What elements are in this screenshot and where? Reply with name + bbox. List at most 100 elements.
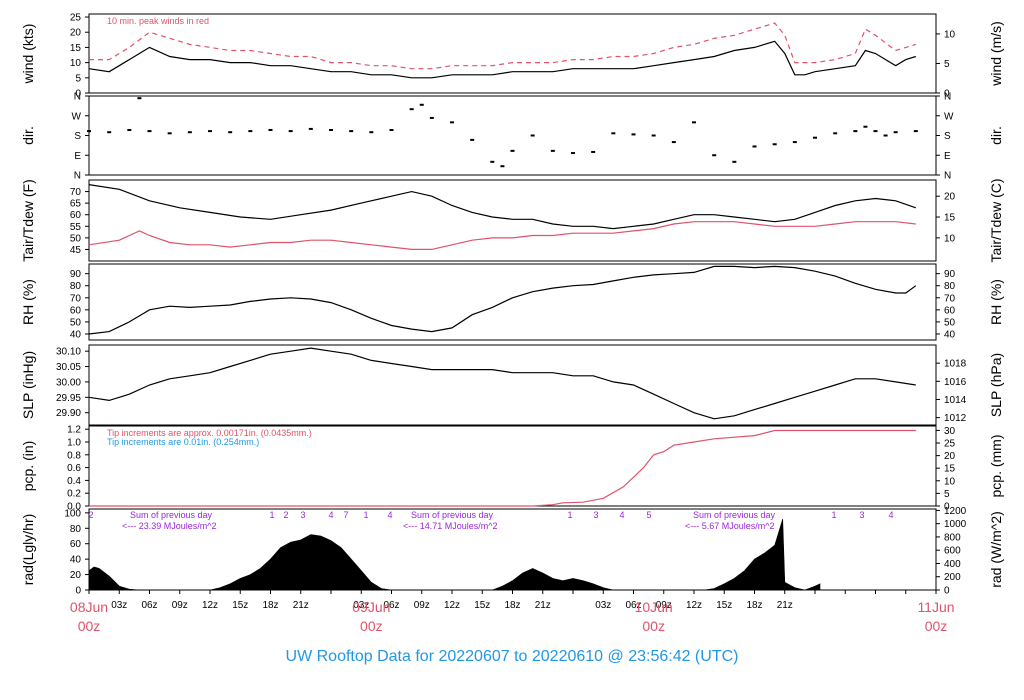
- x-tick-label: 12z: [202, 600, 218, 611]
- panel-frame: [88, 263, 937, 341]
- tick-label-left: 70: [70, 293, 82, 304]
- tip-hour-mark: 3: [300, 510, 305, 520]
- dir-point: [268, 129, 273, 132]
- tick-label-right: 10: [944, 29, 956, 40]
- tick-label-left: 50: [70, 317, 82, 328]
- tip-hour-mark: 1: [567, 510, 572, 520]
- dir-point: [349, 130, 354, 133]
- tick-label-right: 0: [944, 89, 950, 100]
- tick-label-left: 70: [70, 187, 82, 198]
- tip-hour-mark: 4: [888, 510, 893, 520]
- tick-label-right: 60: [944, 305, 956, 316]
- dir-point: [611, 132, 616, 135]
- day-label-time: 00z: [642, 618, 665, 634]
- tick-label-left: 30.00: [56, 377, 81, 388]
- series-rh: [88, 265, 917, 335]
- dir-point: [550, 149, 555, 152]
- tick-label-right: 5: [944, 59, 950, 70]
- dir-point: [409, 108, 414, 111]
- y-axis-label-right: dir.: [988, 126, 1004, 145]
- dir-point: [792, 141, 797, 144]
- tip-hour-mark: 1: [269, 510, 274, 520]
- x-tick-label: 21z: [777, 600, 793, 611]
- tick-label-left: 0.8: [67, 450, 81, 461]
- dir-point: [450, 121, 454, 124]
- dir-point: [429, 116, 434, 119]
- series-peak: [89, 22, 916, 70]
- tick-label-right: 5: [944, 489, 950, 500]
- tick-label-right: 20: [944, 451, 956, 462]
- tip-hour-mark: 4: [619, 510, 624, 520]
- tick-label-right: W: [944, 111, 954, 122]
- tick-label-right: 1014: [944, 395, 967, 406]
- dir-point: [187, 131, 192, 134]
- tip-hour-mark: 1: [363, 510, 368, 520]
- panel-frame: [88, 344, 937, 426]
- tick-label-right: 80: [944, 281, 956, 292]
- dir-point: [137, 97, 142, 100]
- x-axis: 03z 06z 09z 12z 15z 18z 21z 03z 06z 09z 12z 15z 18z 2…: [70, 590, 955, 634]
- x-tick-label: 06z: [625, 600, 641, 611]
- tick-label-left: 0.2: [67, 489, 81, 500]
- x-tick-label: 03z: [353, 600, 369, 611]
- tick-label-left: N: [74, 171, 81, 182]
- tip-hour-mark: 1: [831, 510, 836, 520]
- tick-label-right: 800: [944, 532, 961, 543]
- day-label-time: 00z: [925, 618, 948, 634]
- x-tick-label: 03z: [111, 600, 127, 611]
- dir-point: [752, 145, 757, 148]
- dir-point: [873, 130, 878, 133]
- dir-point: [127, 129, 132, 132]
- series-slp: [88, 347, 916, 420]
- x-tick-label: 09z: [656, 600, 672, 611]
- panel-frame: [88, 95, 937, 176]
- tick-label-right: 25: [944, 439, 956, 450]
- series-wind: [88, 40, 916, 79]
- dir-point: [651, 134, 656, 137]
- dir-point: [228, 131, 233, 134]
- y-axis-label-right: rad (W/m^2): [988, 511, 1004, 588]
- y-axis-label-right: wind (m/s): [988, 21, 1004, 87]
- dir-point: [208, 130, 212, 133]
- dir-point: [147, 130, 152, 133]
- series-tair: [88, 184, 916, 230]
- tick-label-right: 1016: [944, 377, 967, 388]
- tip-hour-mark: 3: [859, 510, 864, 520]
- panel-frame: [88, 179, 937, 262]
- tick-label-right: 0: [944, 502, 950, 513]
- tick-label-right: 0: [944, 586, 950, 597]
- tick-label-left: 0.6: [67, 463, 81, 474]
- day-sum-value: <--- 5.67 MJoules/m^2: [685, 521, 775, 531]
- tip-hour-mark: 3: [593, 510, 598, 520]
- day-sum-value: <--- 23.39 MJoules/m^2: [122, 521, 217, 531]
- panel-frame: [88, 13, 937, 94]
- tip-hour-mark: 2: [283, 510, 288, 520]
- dir-point: [671, 141, 676, 144]
- tick-label-left: 100: [64, 508, 81, 519]
- tick-label-right: 15: [944, 464, 956, 475]
- tick-label-left: 29.95: [56, 393, 81, 404]
- tick-label-left: 90: [70, 269, 82, 280]
- x-tick-label: 15z: [474, 600, 490, 611]
- tick-label-left: 10: [70, 58, 82, 69]
- tick-label-right: N: [944, 92, 951, 103]
- x-tick-label: 12z: [686, 600, 702, 611]
- tick-label-left: 20: [70, 570, 82, 581]
- dir-point: [248, 130, 253, 133]
- series-tdew: [88, 221, 916, 250]
- tick-label-right: 200: [944, 572, 961, 583]
- tick-label-left: W: [72, 111, 82, 122]
- tick-label-left: 0.0: [67, 502, 81, 513]
- dir-point: [772, 143, 777, 146]
- x-tick-label: 06z: [141, 600, 157, 611]
- tick-label-left: S: [74, 131, 81, 142]
- dir-point: [530, 134, 535, 137]
- series-pcp: [89, 429, 916, 507]
- tip-hour-mark: 4: [387, 510, 392, 520]
- x-tick-label: 21z: [293, 600, 309, 611]
- panel-dir: dir. dir.N NE ES SW WN N: [20, 92, 1004, 182]
- day-sum-label: Sum of previous day: [411, 510, 494, 520]
- dir-point: [510, 149, 515, 152]
